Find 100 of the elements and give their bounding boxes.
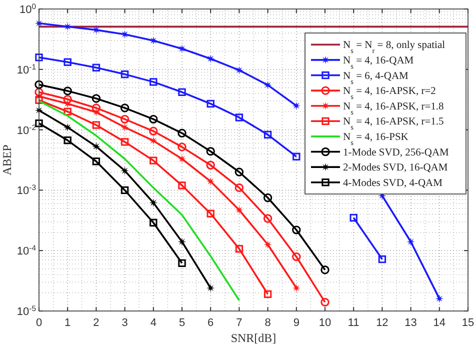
legend-label: N$_{s}$ = 4, 16-QAM [343, 55, 414, 70]
point [92, 121, 100, 129]
point [320, 266, 330, 274]
point [206, 160, 215, 170]
point [35, 54, 43, 62]
point [149, 126, 158, 136]
point [150, 78, 158, 86]
point [178, 128, 186, 138]
point [178, 238, 186, 246]
point [92, 94, 101, 103]
point [178, 182, 186, 190]
point [92, 158, 100, 166]
point [292, 284, 301, 292]
point [92, 108, 100, 116]
x-tick-label: 9 [293, 317, 300, 329]
point [34, 80, 44, 89]
point [264, 240, 272, 249]
point [235, 206, 244, 214]
x-tick-label: 8 [264, 317, 271, 329]
legend-label: N$_{s}$ = 4, 16-APSK, r=2 [343, 86, 436, 101]
point [120, 30, 129, 39]
y-tick-label: 10$^{-3}$ [16, 182, 36, 198]
point [34, 88, 44, 97]
point [235, 244, 244, 253]
point [64, 58, 72, 66]
point [292, 102, 301, 110]
x-tick-label: 5 [178, 317, 186, 329]
x-tick-label: 3 [122, 317, 128, 329]
y-tick-label: 10$^{-5}$ [16, 304, 36, 318]
legend-label: N$_{s}$ = 6, 4-QAM [343, 70, 410, 86]
point [178, 142, 186, 152]
point [149, 36, 158, 45]
point [206, 100, 214, 108]
point [120, 186, 129, 194]
point [350, 214, 358, 222]
point [292, 226, 301, 234]
point [292, 252, 301, 262]
x-tick-label: 15 [462, 317, 474, 329]
point [63, 100, 72, 108]
x-tick-label: 4 [150, 317, 156, 329]
x-tick-label: 11 [348, 317, 360, 329]
point [120, 123, 129, 132]
x-tick-label: 6 [208, 317, 214, 329]
point [178, 259, 186, 267]
point [120, 104, 130, 112]
x-tick-label: 7 [236, 317, 242, 329]
point [206, 284, 215, 292]
point [235, 114, 244, 122]
y-axis-title: ABEP [0, 144, 14, 176]
x-tick-label: 1 [64, 317, 71, 329]
point [149, 114, 158, 124]
x-axis-title: SNR[dB] [230, 331, 276, 345]
y-tick-label: 10$^{-1}$ [16, 62, 36, 76]
point [263, 214, 272, 223]
point [150, 156, 158, 164]
point [235, 66, 244, 74]
point [35, 119, 43, 128]
point [264, 80, 272, 90]
point [264, 130, 272, 139]
point [206, 177, 215, 186]
point [92, 64, 100, 72]
legend-label: N$_{s}$ = 4, 16-PSK [343, 132, 409, 146]
point [92, 142, 100, 151]
point [120, 166, 129, 175]
point [435, 294, 444, 303]
point [206, 54, 215, 63]
point [64, 108, 72, 116]
point [35, 96, 43, 104]
y-tick-label: 10$^{-4}$ [16, 243, 37, 258]
point [92, 104, 101, 112]
point [92, 26, 100, 34]
legend-label: N$_{s}$ = 4, 16-APSK, r=1.8 [343, 101, 444, 116]
point [63, 94, 72, 104]
point [378, 255, 386, 264]
point [263, 193, 272, 202]
point [292, 152, 300, 160]
x-tick-label: 13 [404, 317, 417, 329]
point [406, 238, 415, 246]
point [206, 146, 215, 156]
point [150, 218, 158, 227]
point [63, 86, 72, 96]
legend-label: N$_{s}$ = N$_{r}$ = 8, only spatial [343, 40, 446, 55]
point [63, 123, 72, 132]
point [178, 44, 186, 53]
legend-label: 4-Modes SVD, 4-QAM [343, 178, 444, 189]
point [234, 183, 244, 192]
point [206, 210, 214, 218]
x-tick-label: 2 [93, 317, 100, 329]
y-tick-label: 10$^{0}$ [19, 2, 36, 16]
point [178, 88, 186, 96]
point [120, 70, 129, 78]
x-tick-label: 12 [376, 317, 388, 329]
x-tick-label: 14 [433, 317, 446, 329]
point [64, 136, 72, 144]
x-tick-label: 10 [318, 317, 332, 329]
y-tick-label: 10$^{-2}$ [16, 122, 36, 137]
point [149, 136, 158, 145]
point [149, 198, 158, 207]
point [120, 138, 129, 146]
point [120, 114, 130, 124]
